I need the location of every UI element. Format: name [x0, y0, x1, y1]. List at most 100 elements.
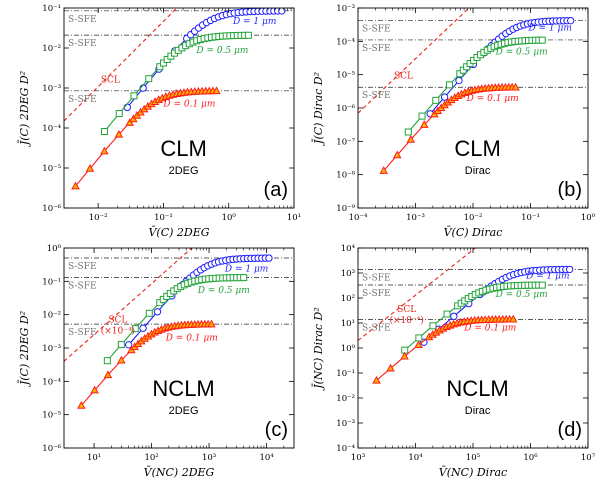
x-tick-label: 10⁻⁴: [349, 213, 368, 223]
material-label: 2DEG: [169, 165, 199, 177]
plot-area: [358, 8, 588, 174]
data-point: [131, 325, 139, 333]
x-axis-label: V̄(NC) 2DEG: [144, 466, 215, 479]
model-label: NCLM: [152, 376, 214, 401]
y-axis-label: J̄(NC) Dirac D²: [312, 307, 325, 391]
material-label: Dirac: [465, 165, 491, 177]
scl-label: SCL: [101, 75, 120, 85]
data-point: [404, 128, 412, 136]
x-tick-label: 10⁶: [523, 453, 538, 463]
data-point: [455, 76, 463, 85]
y-tick-label: 10⁰: [341, 344, 356, 354]
model-label: CLM: [454, 136, 500, 161]
series-label: D = 1 μm: [527, 24, 571, 34]
scl-sublabel: (×10⁻⁴): [101, 326, 135, 337]
sfe-label: S-SFE: [362, 44, 391, 54]
axes-frame: [63, 247, 295, 449]
y-tick-label: 10²: [341, 294, 355, 304]
x-tick-label: 10⁰: [222, 213, 237, 223]
plot-area: [358, 248, 588, 384]
data-point: [450, 312, 458, 320]
data-point: [71, 181, 80, 190]
y-axis-label: J̄(C) 2DEG D²: [18, 311, 31, 387]
y-tick-label: 10⁻³: [42, 84, 61, 94]
series-label: D = 1 μm: [232, 17, 276, 27]
sfe-label: S-SFE: [68, 262, 97, 272]
data-point: [372, 375, 381, 384]
y-axis-label: J̄(C) Dirac D²: [312, 72, 325, 146]
x-axis-label: V̄(C) 2DEG: [148, 226, 209, 239]
plot-area: [64, 248, 294, 409]
y-tick-label: 10⁻⁴: [42, 124, 61, 134]
x-tick-label: 10⁴: [408, 453, 423, 463]
data-point: [420, 120, 429, 128]
data-point: [418, 112, 426, 120]
x-tick-label: 10⁻²: [89, 213, 108, 223]
scl-line: [358, 8, 470, 114]
data-point: [432, 96, 440, 104]
data-point: [156, 63, 164, 71]
y-tick-label: 10⁻³: [42, 344, 61, 354]
scl-label: SCL: [108, 316, 127, 326]
y-tick-label: 10⁻⁴: [336, 444, 355, 454]
x-tick-label: 10³: [351, 453, 365, 463]
y-tick-label: 10⁴: [341, 244, 356, 254]
panel-label: (a): [264, 179, 288, 201]
y-tick-label: 10¹: [341, 319, 355, 329]
x-tick-label: 10¹: [87, 453, 101, 463]
data-point: [414, 340, 423, 349]
series-label: D = 0.5 μm: [495, 290, 548, 300]
data-point: [114, 129, 124, 138]
data-point: [440, 93, 449, 101]
data-point: [160, 59, 168, 67]
data-point: [153, 308, 162, 316]
scl-sublabel: (×10⁻⁴): [390, 315, 424, 326]
series-label: D = 1 μm: [525, 272, 569, 282]
data-point: [508, 314, 518, 323]
y-tick-label: 10³: [341, 269, 355, 279]
x-axis-label: V̄(NC) Dirac: [439, 466, 507, 479]
data-point: [117, 341, 125, 349]
model-label: NCLM: [446, 376, 508, 401]
data-point: [511, 82, 520, 91]
x-axis-label: V̄(C) Dirac: [444, 226, 503, 239]
y-tick-label: 10⁻⁴: [42, 377, 61, 387]
y-tick-label: 10⁻⁶: [42, 204, 61, 214]
data-point: [115, 110, 123, 118]
data-point: [103, 370, 113, 379]
sfe-label: S-SFE: [362, 323, 391, 333]
data-point: [443, 310, 451, 318]
x-tick-label: 10³: [202, 453, 216, 463]
x-tick-label: 10⁻¹: [154, 213, 173, 223]
y-tick-label: 10⁻¹: [42, 277, 61, 287]
panel-label: (c): [265, 419, 288, 441]
data-point: [566, 16, 575, 25]
data-point: [212, 86, 221, 95]
data-point: [100, 146, 109, 155]
x-tick-label: 10⁵: [466, 453, 481, 463]
y-axis-label: J̄(C) 2DEG D²: [18, 71, 31, 147]
x-tick-label: 10⁻²: [464, 213, 483, 223]
y-tick-label: 10⁻⁸: [336, 171, 355, 181]
data-point: [400, 351, 409, 360]
material-label: 2DEG: [169, 405, 199, 417]
data-point: [145, 75, 153, 83]
y-tick-label: 10⁻³: [336, 4, 355, 14]
scl-line: [64, 248, 193, 362]
x-tick-label: 10²: [144, 453, 158, 463]
scl-line: [358, 248, 476, 341]
data-point: [90, 385, 99, 394]
scl-label: SCL: [394, 72, 413, 82]
sfe-label: S-SFE: [362, 273, 391, 283]
y-tick-label: 10⁰: [47, 244, 62, 254]
series-label: D = 0.1 μm: [466, 94, 519, 104]
sfe-label: S-SFE: [68, 95, 97, 105]
data-point: [538, 36, 546, 44]
data-point: [130, 92, 138, 100]
data-point: [139, 324, 147, 332]
sfe-label: S-SFE: [68, 282, 97, 292]
y-tick-label: 10⁻⁵: [42, 164, 61, 174]
series-label: D = 0.1 μm: [165, 333, 218, 343]
series-label: D = 0.5 μm: [197, 286, 250, 296]
